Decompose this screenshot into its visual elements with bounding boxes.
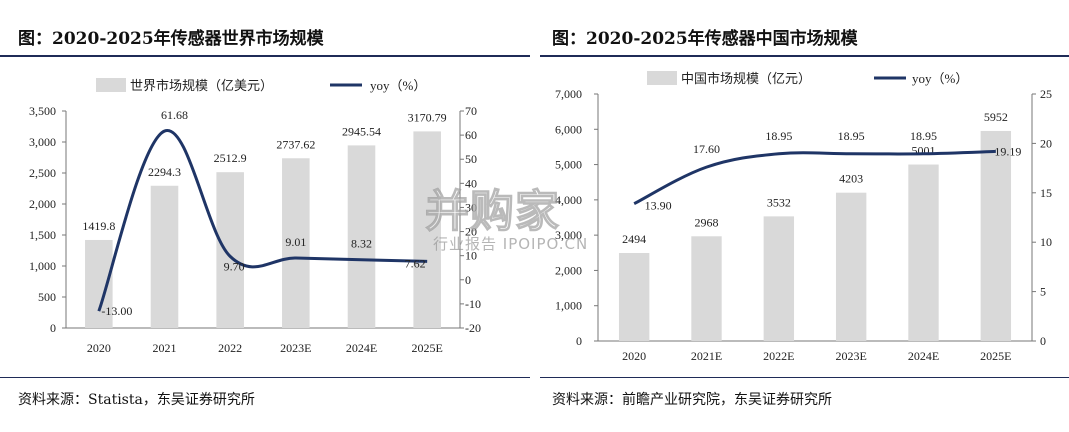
legend-swatch-bar	[96, 78, 126, 92]
bar	[835, 192, 867, 341]
line-value-label: 7.62	[405, 256, 426, 270]
x-tick-label: 2020	[87, 341, 111, 355]
bar	[980, 130, 1012, 341]
bar	[282, 158, 310, 328]
chart-source: 资料来源：前瞻产业研究院，东吴证券研究所	[552, 392, 832, 408]
y-tick-label-right: 40	[465, 176, 477, 190]
y-tick-label-left: 500	[38, 290, 56, 304]
legend-label-bar: 中国市场规模（亿元）	[681, 71, 811, 86]
bar	[763, 216, 795, 341]
y-tick-label-left: 0	[50, 321, 56, 335]
x-tick-label: 2023E	[835, 349, 866, 363]
line-value-label: 18.95	[910, 129, 937, 143]
bar-value-label: 3170.79	[408, 110, 447, 124]
y-tick-label-left: 2,000	[555, 263, 582, 277]
source-divider	[540, 377, 1069, 378]
y-tick-label-right: 0	[1040, 334, 1046, 348]
legend-swatch-bar	[647, 71, 677, 85]
y-tick-label-left: 6,000	[555, 122, 582, 136]
series-line	[633, 149, 996, 206]
bar	[691, 236, 722, 341]
line-value-label: 61.68	[161, 108, 188, 122]
line-value-label: 13.90	[645, 199, 672, 213]
series-line	[97, 129, 428, 312]
y-tick-label-right: 10	[465, 249, 477, 263]
line-value-label: 18.95	[838, 129, 865, 143]
bar-value-label: 2968	[695, 215, 719, 229]
title-divider	[540, 55, 1069, 57]
y-tick-label-right: 25	[1040, 87, 1052, 101]
chart-title: 图：2020-2025年传感器世界市场规模	[18, 29, 324, 49]
y-tick-label-right: 60	[465, 128, 477, 142]
y-tick-label-left: 1,500	[29, 228, 56, 242]
bar-value-label: 2294.3	[148, 165, 181, 179]
y-tick-label-right: -10	[465, 297, 481, 311]
y-tick-label-right: 10	[1040, 235, 1052, 249]
y-tick-label-left: 3,000	[555, 228, 582, 242]
x-tick-label: 2021E	[691, 349, 722, 363]
x-tick-label: 2021	[153, 341, 177, 355]
bar-value-label: 5001	[912, 144, 936, 158]
line-value-label: -13.00	[101, 304, 132, 318]
y-tick-label-left: 1,000	[555, 299, 582, 313]
bar-value-label: 1419.8	[82, 219, 115, 233]
x-tick-label: 2022E	[763, 349, 794, 363]
y-tick-label-left: 5,000	[555, 158, 582, 172]
china-market-chart: 中国市场规模（亿元） yoy（%） 0 1,000 2,000 3,000 4,000 5,0…	[555, 71, 1052, 363]
y-tick-label-right: 20	[1040, 136, 1052, 150]
y-tick-label-left: 2,000	[29, 197, 56, 211]
y-tick-label-right: 70	[465, 104, 477, 118]
y-tick-label-left: 2,500	[29, 166, 56, 180]
chart-title: 图：2020-2025年传感器中国市场规模	[552, 29, 858, 49]
world-market-chart: 世界市场规模（亿美元） yoy（%）05001,0001,5002,0002,50…	[29, 78, 481, 355]
x-tick-label: 2020	[622, 349, 646, 363]
bar	[216, 172, 244, 328]
y-tick-label-right: 15	[1040, 186, 1052, 200]
line-value-label: 9.01	[285, 235, 306, 249]
y-tick-label-left: 1,000	[29, 259, 56, 273]
bar	[618, 252, 650, 341]
bar	[150, 185, 179, 328]
y-tick-label-left: 3,000	[29, 135, 56, 149]
chart-panel-china: 图：2020-2025年传感器中国市场规模 中国市场规模（亿元） yoy（%） 0 1…	[540, 0, 1069, 432]
x-tick-label: 2024E	[346, 341, 377, 355]
legend-label-line: yoy（%）	[370, 78, 426, 93]
bar-value-label: 2945.54	[342, 124, 381, 138]
y-tick-label-left: 0	[576, 334, 582, 348]
line-value-label: 8.32	[351, 237, 372, 251]
bar-value-label: 5952	[984, 110, 1008, 124]
bar-value-label: 2494	[622, 232, 646, 246]
x-tick-label: 2022	[218, 341, 242, 355]
y-tick-label-right: 5	[1040, 285, 1046, 299]
line-value-label: 19.19	[994, 144, 1021, 158]
y-tick-label-right: 30	[465, 200, 477, 214]
x-tick-label: 2023E	[280, 341, 311, 355]
y-tick-label-right: 0	[465, 273, 471, 287]
bar-value-label: 2512.9	[214, 151, 247, 165]
y-tick-label-right: 20	[465, 225, 477, 239]
x-tick-label: 2025E	[411, 341, 442, 355]
bar-value-label: 3532	[767, 195, 791, 209]
bar	[908, 164, 939, 341]
bar-value-label: 4203	[839, 172, 863, 186]
chart-source: 资料来源：Statista，东吴证券研究所	[18, 392, 255, 408]
title-divider	[0, 55, 530, 57]
legend-label-bar: 世界市场规模（亿美元）	[130, 78, 273, 93]
legend-label-line: yoy（%）	[912, 71, 968, 86]
bar	[347, 145, 376, 328]
y-tick-label-right: 50	[465, 152, 477, 166]
y-tick-label-left: 7,000	[555, 87, 582, 101]
x-tick-label: 2025E	[980, 349, 1011, 363]
line-value-label: 18.95	[765, 129, 792, 143]
chart-panel-world: 图：2020-2025年传感器世界市场规模 世界市场规模（亿美元） yoy（%） 0…	[0, 0, 530, 432]
y-tick-label-right: -20	[465, 321, 481, 335]
line-value-label: 17.60	[693, 142, 720, 156]
bar-value-label: 2737.62	[276, 137, 315, 151]
bar	[413, 131, 441, 328]
line-value-label: 9.70	[224, 259, 245, 273]
y-tick-label-left: 4,000	[555, 193, 582, 207]
source-divider	[0, 377, 530, 378]
x-tick-label: 2024E	[908, 349, 939, 363]
y-tick-label-left: 3,500	[29, 104, 56, 118]
